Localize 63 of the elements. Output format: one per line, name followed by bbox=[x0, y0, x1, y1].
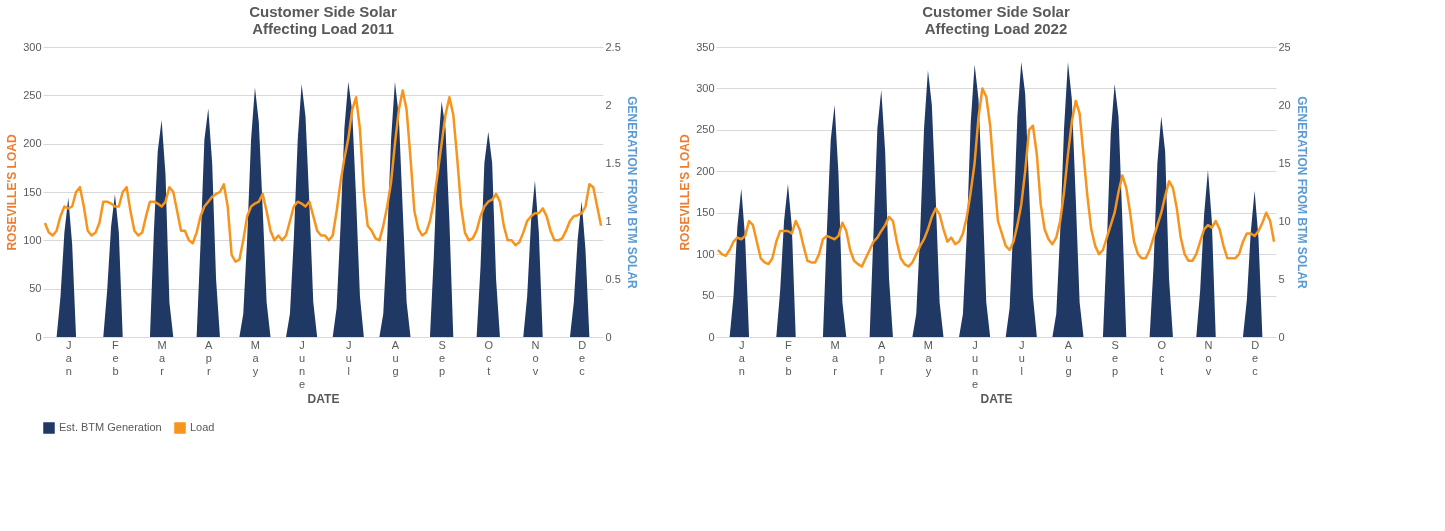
x-tick-label: Dec bbox=[578, 338, 587, 377]
y2-tick-label: 2.5 bbox=[605, 40, 621, 53]
chart-title: Customer Side Solar Affecting Load 2022 bbox=[922, 3, 1070, 37]
legend-label: Est. BTM Generation bbox=[59, 421, 162, 433]
x-tick-label: Nov bbox=[1204, 338, 1213, 377]
y2-tick-label: 5 bbox=[1278, 272, 1285, 285]
x-tick-label: Mar bbox=[157, 338, 167, 377]
x-tick-label: Dec bbox=[1251, 338, 1260, 377]
x-tick-label: June bbox=[299, 338, 306, 390]
x-tick-label: Apr bbox=[205, 338, 214, 377]
chart-title: Customer Side Solar Affecting Load 2011 bbox=[249, 3, 397, 37]
y-tick-label: 100 bbox=[23, 233, 42, 246]
x-tick-label: Oct bbox=[1157, 338, 1167, 377]
x-tick-label: May bbox=[923, 338, 934, 377]
x-tick-label: Mar bbox=[830, 338, 840, 377]
y-tick-label: 0 bbox=[708, 330, 715, 343]
x-tick-label: June bbox=[972, 338, 979, 390]
x-tick-label: Sep bbox=[1111, 338, 1119, 377]
x-axis-title: DATE bbox=[980, 391, 1013, 406]
x-tick-label: Oct bbox=[484, 338, 494, 377]
y-tick-label: 100 bbox=[696, 247, 715, 260]
x-axis-title: DATE bbox=[307, 391, 340, 406]
y2-tick-label: 10 bbox=[1278, 214, 1291, 227]
y-tick-label: 200 bbox=[23, 137, 42, 150]
y-tick-label: 250 bbox=[696, 123, 715, 136]
y2-axis-title: GENERATION FROM BTM SOLAR bbox=[624, 96, 639, 290]
y2-tick-label: 15 bbox=[1278, 156, 1291, 169]
y-axis-title: ROSEVILLE'S LOAD bbox=[678, 134, 693, 251]
x-tick-label: Aug bbox=[391, 338, 400, 377]
x-tick-label: Aug bbox=[1064, 338, 1073, 377]
y-tick-label: 300 bbox=[23, 40, 42, 53]
y2-tick-label: 25 bbox=[1278, 40, 1291, 53]
x-tick-label: Jul bbox=[345, 338, 352, 377]
x-tick-label: Feb bbox=[112, 338, 120, 377]
y-tick-label: 200 bbox=[696, 164, 715, 177]
y-tick-label: 350 bbox=[696, 40, 715, 53]
y-tick-label: 50 bbox=[702, 289, 715, 302]
x-tick-label: Apr bbox=[878, 338, 887, 377]
y-tick-label: 300 bbox=[696, 81, 715, 94]
y2-tick-label: 1.5 bbox=[605, 156, 621, 169]
y-tick-label: 50 bbox=[29, 282, 42, 295]
x-tick-label: Feb bbox=[785, 338, 793, 377]
legend-label: Load bbox=[190, 421, 215, 433]
y2-axis-title: GENERATION FROM BTM SOLAR bbox=[1294, 96, 1309, 290]
x-tick-label: Jul bbox=[1018, 338, 1025, 377]
y-tick-label: 0 bbox=[35, 330, 42, 343]
y2-tick-label: 0 bbox=[605, 330, 612, 343]
x-tick-label: Nov bbox=[531, 338, 540, 377]
y-tick-label: 150 bbox=[696, 206, 715, 219]
x-tick-label: Jan bbox=[738, 338, 746, 377]
y2-tick-label: 20 bbox=[1278, 98, 1291, 111]
x-tick-label: May bbox=[250, 338, 261, 377]
line-series bbox=[716, 87, 1276, 268]
x-tick-label: Jan bbox=[65, 338, 73, 377]
y2-tick-label: 0 bbox=[1278, 330, 1285, 343]
x-tick-label: Sep bbox=[438, 338, 446, 377]
y-tick-label: 150 bbox=[23, 185, 42, 198]
y2-tick-label: 0.5 bbox=[605, 272, 621, 285]
line-series bbox=[43, 89, 603, 263]
y-axis-title: ROSEVILLE'S LOAD bbox=[5, 134, 20, 251]
y2-tick-label: 1 bbox=[605, 214, 612, 227]
y2-tick-label: 2 bbox=[605, 98, 612, 111]
y-tick-label: 250 bbox=[23, 88, 42, 101]
